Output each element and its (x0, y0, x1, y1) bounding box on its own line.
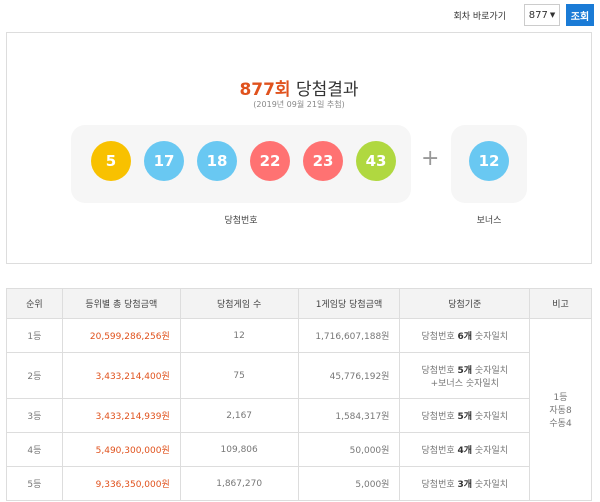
winning-ball: 43 (356, 141, 396, 181)
prize-table: 순위 등위별 총 당첨금액 당첨게임 수 1게임당 당첨금액 당첨기준 비고 1… (6, 288, 592, 501)
column-header: 비고 (529, 288, 592, 319)
criteria-prefix: 당첨번호 (421, 446, 458, 456)
criteria-bonus: +보너스 숫자일치 (430, 378, 499, 389)
total-prize-cell: 5,490,300,000원 (61, 432, 181, 467)
table-row: 2등 3,433,214,400원 75 45,776,192원 당첨번호 5개… (6, 352, 592, 399)
table-row: 5등 9,336,350,000원 1,867,270 5,000원 당첨번호 … (6, 466, 592, 501)
note-line: 자동8 (549, 406, 572, 416)
winning-ball: 17 (144, 141, 184, 181)
note-line: 1등 (553, 393, 568, 403)
winning-numbers-label: 당첨번호 (224, 216, 258, 226)
column-header: 당첨기준 (399, 288, 531, 319)
criteria-cell: 당첨번호 4개 숫자일치 (399, 432, 531, 467)
criteria-cell: 당첨번호 3개 숫자일치 (399, 466, 531, 501)
table-header-row: 순위 등위별 총 당첨금액 당첨게임 수 1게임당 당첨금액 당첨기준 비고 (6, 288, 592, 319)
total-prize-cell: 9,336,350,000원 (61, 466, 181, 501)
winning-ball: 18 (197, 141, 237, 181)
bonus-label: 보너스 (476, 216, 502, 226)
criteria-prefix: 당첨번호 (421, 365, 458, 376)
winner-count-cell: 12 (179, 318, 299, 353)
winner-count-cell: 1,867,270 (179, 466, 299, 501)
criteria-suffix: 숫자일치 (472, 412, 509, 422)
criteria-cell: 당첨번호 5개 숫자일치 (399, 398, 531, 433)
rank-cell: 2등 (6, 352, 63, 399)
column-header: 당첨게임 수 (179, 288, 299, 319)
note-cell: 1등 자동8 수동4 (529, 318, 592, 501)
total-prize-cell: 20,599,286,256원 (61, 318, 181, 353)
search-button[interactable]: 조회 (566, 4, 594, 26)
note-line: 수동4 (549, 419, 572, 429)
criteria-suffix: 숫자일치 (472, 365, 509, 376)
winning-numbers-panel: 5 17 18 22 23 43 (71, 125, 411, 203)
winner-count-cell: 2,167 (179, 398, 299, 433)
criteria-count: 3개 (457, 480, 473, 490)
winning-ball: 5 (91, 141, 131, 181)
table-row: 4등 5,490,300,000원 109,806 50,000원 당첨번호 4… (6, 432, 592, 467)
winner-count-cell: 109,806 (179, 432, 299, 467)
criteria-count: 6개 (457, 332, 473, 342)
total-prize-cell: 3,433,214,400원 (61, 352, 181, 399)
bonus-number-panel: 12 (451, 125, 527, 203)
prize-per-game-cell: 50,000원 (297, 432, 401, 467)
criteria-prefix: 당첨번호 (421, 412, 458, 422)
criteria-prefix: 당첨번호 (421, 332, 458, 342)
rank-cell: 4등 (6, 432, 63, 467)
rank-cell: 3등 (6, 398, 63, 433)
criteria-count: 5개 (457, 412, 473, 422)
winning-ball: 22 (250, 141, 290, 181)
result-box: 877회 당첨결과 (2019년 09월 21일 추첨) 5 17 18 22 … (6, 32, 592, 264)
criteria-suffix: 숫자일치 (472, 446, 509, 456)
rank-cell: 5등 (6, 466, 63, 501)
criteria-suffix: 숫자일치 (472, 480, 509, 490)
prize-per-game-cell: 45,776,192원 (297, 352, 401, 399)
rank-cell: 1등 (6, 318, 63, 353)
column-header: 1게임당 당첨금액 (297, 288, 401, 319)
round-number: 877회 (239, 80, 291, 100)
prize-per-game-cell: 1,716,607,188원 (297, 318, 401, 353)
caret-down-icon: ▼ (549, 11, 556, 19)
table-row: 1등 20,599,286,256원 12 1,716,607,188원 당첨번… (6, 318, 592, 501)
column-header: 순위 (6, 288, 63, 319)
round-select[interactable]: 877 ▼ (524, 4, 560, 26)
criteria-cell: 당첨번호 6개 숫자일치 (399, 318, 531, 353)
bonus-ball: 12 (469, 141, 509, 181)
round-navigation: 회차 바로가기 877 ▼ 조회 (453, 4, 594, 26)
criteria-cell: 당첨번호 5개 숫자일치 +보너스 숫자일치 (399, 352, 531, 399)
winner-count-cell: 75 (179, 352, 299, 399)
prize-per-game-cell: 5,000원 (297, 466, 401, 501)
round-select-value: 877 (528, 9, 548, 21)
criteria-count: 4개 (457, 446, 473, 456)
result-title: 877회 당첨결과 (7, 75, 591, 100)
table-row: 3등 3,433,214,939원 2,167 1,584,317원 당첨번호 … (6, 398, 592, 433)
column-header: 등위별 총 당첨금액 (61, 288, 181, 319)
criteria-suffix: 숫자일치 (472, 332, 509, 342)
plus-icon: + (421, 146, 440, 171)
winning-ball: 23 (303, 141, 343, 181)
draw-date: (2019년 09월 21일 추첨) (253, 100, 345, 109)
prize-per-game-cell: 1,584,317원 (297, 398, 401, 433)
result-title-suffix: 당첨결과 (295, 80, 359, 100)
goto-round-label: 회차 바로가기 (453, 11, 506, 22)
total-prize-cell: 3,433,214,939원 (61, 398, 181, 433)
criteria-prefix: 당첨번호 (421, 480, 458, 490)
criteria-count: 5개 (457, 365, 473, 376)
